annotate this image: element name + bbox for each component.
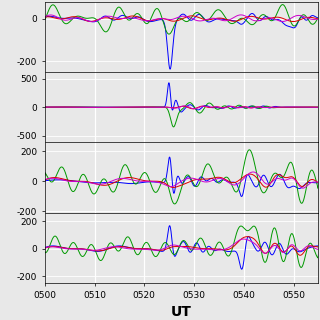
X-axis label: UT: UT — [171, 305, 192, 319]
